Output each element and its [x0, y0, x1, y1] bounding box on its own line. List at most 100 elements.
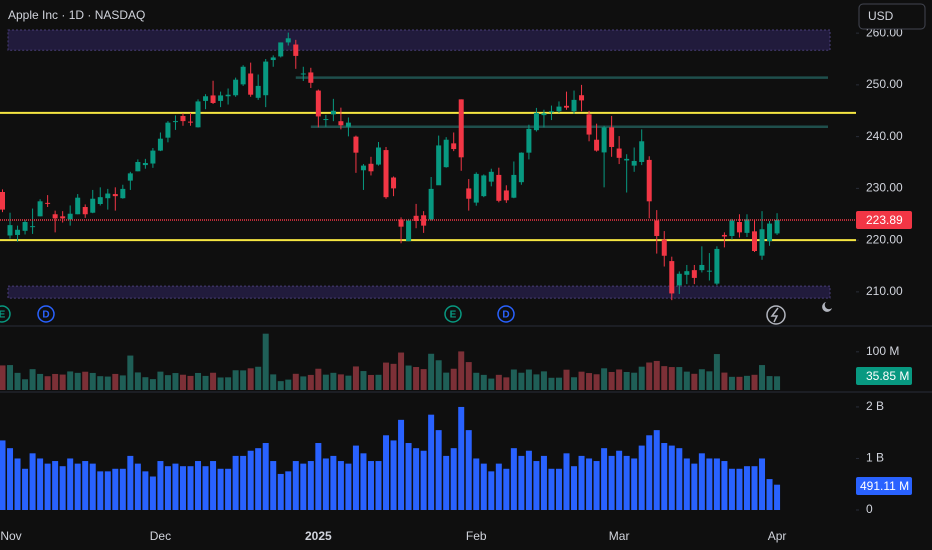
- volume-bar: [405, 365, 412, 390]
- volume-bar: [292, 373, 299, 390]
- volume-bar: [300, 376, 307, 390]
- volume-bar: [668, 367, 675, 390]
- volume-bar: [89, 372, 96, 390]
- volume-bar: [503, 377, 510, 390]
- indicator-bar: [435, 430, 442, 510]
- volume-bar: [465, 362, 472, 390]
- volume-bar: [360, 371, 367, 390]
- volume-bar: [352, 366, 359, 390]
- volume-bar: [142, 377, 149, 390]
- indicator-bar: [465, 430, 472, 510]
- indicator-bar: [352, 445, 359, 510]
- candle-body: [594, 139, 600, 151]
- replay-icon-bolt[interactable]: [770, 307, 779, 323]
- volume-bar: [548, 377, 555, 390]
- candle-body: [601, 127, 607, 153]
- candle-body: [526, 128, 532, 153]
- indicator-bar: [225, 468, 232, 510]
- indicator-bar: [698, 453, 705, 510]
- volume-bar: [525, 369, 532, 390]
- candle-body: [669, 261, 675, 294]
- volume-bar: [82, 371, 89, 390]
- volume-bar: [52, 373, 59, 390]
- indicator-bar: [104, 471, 111, 510]
- indicator-bar: [623, 455, 630, 510]
- volume-bar: [616, 369, 623, 390]
- replay-icon-circle[interactable]: [766, 305, 786, 325]
- candle-body: [120, 188, 126, 199]
- candle-body: [654, 220, 660, 236]
- event-label: E: [0, 310, 6, 321]
- volume-bar: [563, 369, 570, 390]
- indicator-bar: [518, 455, 525, 510]
- candle-body: [451, 143, 457, 150]
- indicator-bar: [653, 430, 660, 510]
- volume-bar: [247, 368, 254, 390]
- indicator-bar: [661, 443, 668, 510]
- indicator-bar: [488, 471, 495, 510]
- indicator-bar: [217, 468, 224, 510]
- volume-bar: [44, 376, 51, 390]
- indicator-bar: [525, 450, 532, 510]
- session-icon[interactable]: [822, 302, 832, 312]
- volume-bar: [345, 375, 352, 390]
- volume-bar: [623, 371, 630, 390]
- indicator-bar: [277, 473, 284, 510]
- indicator-bar: [270, 461, 277, 510]
- indicator-bar: [322, 458, 329, 510]
- candle-body: [496, 174, 502, 201]
- candle-body: [180, 115, 186, 122]
- price-tag-label: 223.89: [866, 213, 903, 227]
- indicator-bar: [285, 471, 292, 510]
- event-badge: [37, 305, 55, 323]
- candle-body: [188, 121, 193, 123]
- indicator-bar: [59, 466, 66, 510]
- volume-bar: [375, 374, 382, 390]
- volume-bar: [601, 368, 608, 390]
- candle-body: [481, 175, 487, 197]
- candle-body: [263, 61, 269, 96]
- candle-body: [571, 99, 577, 112]
- candle-body: [233, 79, 239, 96]
- currency-button[interactable]: USD: [858, 3, 926, 30]
- candle-body: [721, 234, 727, 237]
- indicator-bar: [157, 461, 164, 510]
- volume-bar: [571, 377, 578, 390]
- currency-button-label[interactable]: USD: [868, 9, 894, 23]
- volume-bar: [766, 376, 773, 390]
- indicator-bar: [586, 458, 593, 510]
- volume-bar: [691, 373, 698, 390]
- indicator-bar: [44, 463, 51, 510]
- indicator-bar: [7, 448, 14, 510]
- volume-bar: [435, 360, 442, 390]
- indicator-bar: [142, 471, 149, 510]
- volume-bar: [277, 381, 284, 390]
- volume-tick-label: 100 M: [866, 344, 899, 358]
- indicator-bar: [262, 443, 269, 510]
- indicator-bar: [360, 453, 367, 510]
- indicator-bar: [187, 466, 194, 510]
- candle-body: [135, 161, 141, 172]
- indicator-bar: [540, 455, 547, 510]
- candle-body: [699, 264, 705, 271]
- candle-body: [240, 66, 246, 85]
- candle-body: [150, 150, 156, 164]
- indicator-bar: [706, 458, 713, 510]
- volume-bar: [638, 366, 645, 390]
- candle-body: [97, 197, 103, 205]
- indicator-bar: [759, 458, 766, 510]
- indicator-bar: [307, 461, 314, 510]
- indicator-bar: [337, 461, 344, 510]
- candle-body: [421, 215, 427, 226]
- indicator-bar: [631, 458, 638, 510]
- candle-body: [729, 220, 735, 236]
- replay-icon[interactable]: [766, 305, 786, 325]
- candle-body: [255, 85, 261, 98]
- currency-button-frame[interactable]: [858, 3, 926, 30]
- volume-bar: [240, 370, 247, 390]
- x-tick-label: Dec: [150, 529, 171, 543]
- candle-body: [413, 215, 419, 221]
- volume-bar: [255, 366, 262, 390]
- volume-bar: [390, 363, 397, 390]
- volume-bar: [661, 366, 668, 390]
